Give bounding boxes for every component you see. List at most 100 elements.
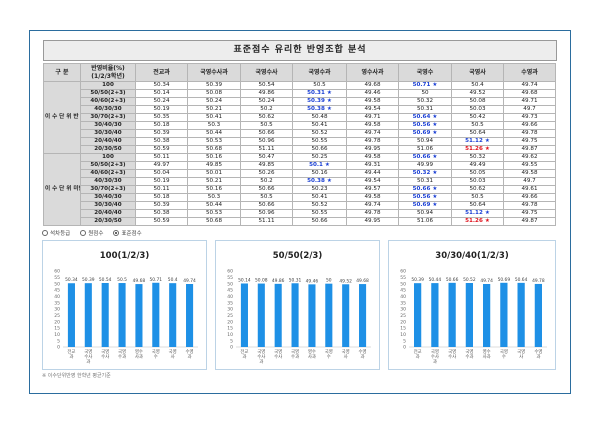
star-icon: ★ <box>432 82 438 89</box>
ratio-cell: 40/60(2+3) <box>80 169 136 178</box>
header-subject: 국영수과 <box>292 63 347 82</box>
score-cell: 49.95 <box>346 217 399 226</box>
score-cell: 49.73 <box>503 113 556 122</box>
y-tick-label: 40 <box>227 294 233 300</box>
score-cell: 50.21 <box>187 105 241 114</box>
score-value: 50.24 <box>258 98 275 105</box>
score-value: 50.18 <box>153 122 170 129</box>
score-cell: 49.55 <box>503 161 556 170</box>
score-cell: 50.59 <box>135 217 188 226</box>
score-cell: 50.31 <box>398 105 452 114</box>
score-value: 49.44 <box>364 170 381 177</box>
chart-title: 50/50(2/3) <box>272 251 323 261</box>
score-value: 49.71 <box>364 114 381 121</box>
header-subject: 전교과 <box>135 63 188 82</box>
score-cell: 51.11 <box>240 217 293 226</box>
score-value: 50.69 <box>412 202 431 209</box>
score-value: 50.66 <box>412 186 431 193</box>
score-value: 50.31 <box>307 90 325 97</box>
x-tick-label: 국영 수과 <box>291 348 299 360</box>
score-cell: 50.08 <box>187 89 241 98</box>
bar-value-label: 50 <box>326 278 332 284</box>
score-cell: 49.52 <box>451 89 504 98</box>
score-value: 50.62 <box>469 186 486 193</box>
score-value: 50.5 <box>260 194 273 201</box>
score-cell: 50.32 <box>398 97 452 106</box>
bar-value-label: 49.46 <box>306 278 319 284</box>
score-value: 49.7 <box>523 178 536 185</box>
score-cell: 49.75 <box>503 209 556 218</box>
score-value: 49.85 <box>258 162 275 169</box>
score-value: 50.11 <box>153 154 170 161</box>
radio-raw-score[interactable]: 원점수 <box>80 229 103 237</box>
score-value: 50.23 <box>311 186 328 193</box>
score-value: 50.66 <box>258 186 275 193</box>
bar-value-label: 49.74 <box>480 278 493 284</box>
score-cell: 50.64 <box>451 201 504 210</box>
radio-grade-rank[interactable]: 석차등급 <box>42 229 70 237</box>
score-value: 51.12 <box>465 210 483 217</box>
table-row: 50/50(2+3) 50.14 50.08 49.86 50.31 ★ 49.46 50 49… <box>44 89 556 98</box>
y-tick-label: 5 <box>403 338 406 344</box>
score-value: 50.35 <box>153 114 170 121</box>
bar <box>67 283 75 347</box>
ratio-cell: 100 <box>80 81 136 90</box>
bar <box>308 284 316 347</box>
score-value: 50.52 <box>311 130 328 137</box>
score-cell: 50.52 <box>292 129 347 138</box>
x-tick-label: 국영 수사 과 <box>257 348 265 365</box>
y-tick-label: 35 <box>227 300 233 306</box>
score-cell: 50.2 <box>240 177 293 186</box>
y-tick-label: 0 <box>403 345 406 351</box>
bar-value-label: 50.39 <box>411 277 424 283</box>
score-value: 49.58 <box>364 194 381 201</box>
score-cell: 51.11 <box>240 145 293 154</box>
table-row: 20/30/50 50.59 50.68 51.11 50.66 49.95 51.06 51… <box>44 145 556 154</box>
score-cell: 50.39 <box>135 129 188 138</box>
bar <box>274 283 282 347</box>
score-value: 51.26 <box>465 218 483 225</box>
score-cell: 50.42 <box>451 113 504 122</box>
score-cell: 50.38 <box>135 209 188 218</box>
score-cell: 50.34 <box>135 81 188 90</box>
ratio-cell: 50/50(2+3) <box>80 161 136 170</box>
score-cell: 50.18 <box>135 121 188 130</box>
ratio-cell: 20/40/40 <box>80 137 136 146</box>
y-tick-label: 45 <box>227 288 233 294</box>
score-cell: 49.66 <box>503 193 556 202</box>
score-value: 50.64 <box>469 130 486 137</box>
score-cell: 50.08 <box>451 97 504 106</box>
score-value: 50.39 <box>205 82 222 89</box>
score-value: 50.3 <box>207 194 221 201</box>
bar <box>135 284 143 347</box>
chart-title: 100(1/2/3) <box>99 251 150 261</box>
score-value: 50.44 <box>205 130 222 137</box>
score-cell: 50.24 <box>240 97 293 106</box>
score-cell: 50.41 <box>292 121 347 130</box>
score-value: 49.95 <box>364 146 381 153</box>
star-icon: ★ <box>326 98 332 105</box>
score-cell: 50.68 <box>187 217 241 226</box>
score-value: 50.01 <box>205 170 222 177</box>
score-cell: 49.71 <box>503 97 556 106</box>
y-tick-label: 60 <box>54 269 60 275</box>
x-tick-label: 수영 과 <box>534 348 542 360</box>
score-cell: 50.39 <box>135 201 188 210</box>
score-cell: 49.78 <box>503 201 556 210</box>
score-value: 50.48 <box>311 114 328 121</box>
score-cell: 50.38 ★ <box>292 105 347 114</box>
x-tick-label: 국영 수사 과 <box>84 348 92 365</box>
bar <box>240 283 248 347</box>
radio-label: 석차등급 <box>50 231 71 237</box>
x-tick-label: 국영 사 <box>342 348 350 360</box>
score-value: 50.32 <box>412 170 431 177</box>
score-cell: 51.06 <box>398 217 452 226</box>
score-value: 50.16 <box>205 186 222 193</box>
star-icon: ★ <box>484 146 490 153</box>
score-cell: 49.46 <box>346 89 399 98</box>
radio-standard-score[interactable]: 표준점수 <box>113 229 142 237</box>
chart-panel-2: 50/50(2/3) 0 5 10 15 20 25 30 35 40 45 50 55 60 50.14… <box>215 240 380 370</box>
score-cell: 49.54 <box>346 177 399 186</box>
